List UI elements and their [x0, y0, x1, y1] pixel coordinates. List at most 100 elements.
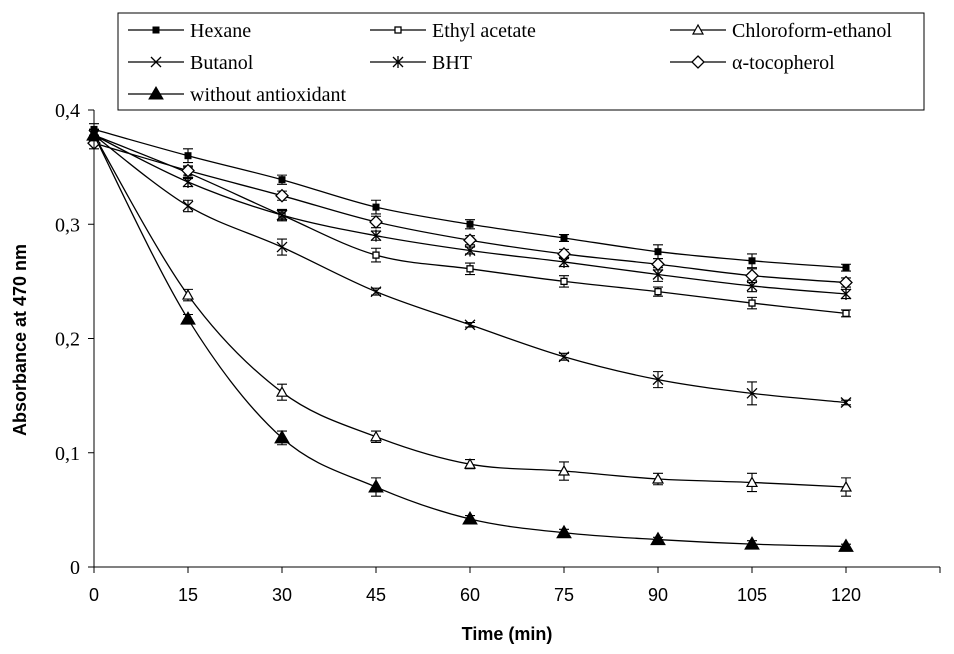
- legend-item-bht: BHT: [370, 52, 472, 74]
- legend-item-ethyl-acetate: Ethyl acetate: [370, 20, 536, 42]
- x-tick-label: 15: [178, 585, 198, 605]
- legend-item-hexane: Hexane: [128, 20, 251, 42]
- data-point: [560, 234, 568, 242]
- data-point: [182, 175, 194, 188]
- data-point: [560, 277, 568, 286]
- data-point: [745, 476, 759, 488]
- data-point: [746, 387, 758, 399]
- x-tick-label: 0: [89, 585, 99, 605]
- data-point: [842, 264, 850, 272]
- legend-item-without-antioxidant: without antioxidant: [128, 84, 347, 106]
- x-tick-label: 90: [648, 585, 668, 605]
- data-point: [654, 248, 662, 256]
- data-point: [466, 220, 474, 228]
- legend-label: BHT: [432, 52, 472, 74]
- data-point: [840, 397, 852, 408]
- y-tick-label: 0,3: [55, 214, 80, 236]
- data-point: [275, 385, 289, 397]
- data-point: [278, 176, 286, 184]
- legend-item-tocopherol: α-tocopherol: [670, 52, 835, 74]
- data-point: [274, 429, 290, 444]
- x-axis-title: Time (min): [462, 624, 553, 644]
- legend-marker: [392, 56, 404, 68]
- legend-marker: [691, 55, 705, 69]
- data-point: [557, 464, 571, 476]
- legend-item-butanol: Butanol: [128, 52, 254, 74]
- y-tick-label: 0,2: [55, 329, 80, 351]
- data-point: [276, 241, 288, 253]
- series-without-antioxidant: [86, 127, 854, 552]
- series-line-chloroform-ethanol: [93, 134, 847, 488]
- data-point: [462, 511, 478, 525]
- x-tick-label: 105: [737, 585, 767, 605]
- y-tick-label: 0,4: [55, 100, 80, 122]
- legend-label: Butanol: [190, 52, 254, 74]
- series-tocopherol: [87, 136, 853, 290]
- x-tick-label: 60: [460, 585, 480, 605]
- series-hexane: [89, 123, 851, 272]
- legend-frame: [117, 12, 925, 111]
- series-layer: [86, 123, 854, 552]
- legend-marker: [691, 23, 705, 35]
- data-point: [651, 257, 665, 272]
- legend-label: without antioxidant: [190, 84, 347, 106]
- data-point: [839, 480, 853, 492]
- legend-label: Hexane: [190, 20, 251, 42]
- x-tick-label: 45: [366, 585, 386, 605]
- data-point: [652, 374, 664, 386]
- series-line-without-antioxidant: [93, 134, 847, 548]
- legend-marker: [394, 26, 402, 34]
- data-point: [556, 524, 572, 539]
- legend-marker: [148, 86, 164, 100]
- x-tick-label: 75: [554, 585, 574, 605]
- data-point: [372, 203, 380, 211]
- series-chloroform-ethanol: [87, 128, 853, 497]
- data-point: [558, 351, 570, 363]
- legend-marker: [150, 56, 162, 68]
- data-point: [654, 288, 662, 296]
- data-point: [464, 319, 476, 331]
- data-point: [275, 188, 289, 203]
- data-point: [744, 536, 760, 550]
- data-point: [370, 286, 382, 298]
- data-point: [372, 251, 380, 259]
- data-point: [463, 457, 477, 469]
- data-point: [839, 275, 853, 290]
- x-tick-label: 120: [831, 585, 861, 605]
- data-point: [651, 472, 665, 484]
- data-point: [370, 229, 382, 242]
- data-point: [180, 311, 196, 325]
- data-point: [369, 430, 383, 442]
- x-tick-label: 30: [272, 585, 292, 605]
- data-point: [842, 309, 850, 318]
- data-point: [276, 209, 288, 222]
- series-line-tocopherol: [93, 142, 847, 284]
- data-point: [840, 287, 852, 300]
- y-tick-label: 0,1: [55, 443, 80, 465]
- data-point: [184, 152, 192, 160]
- data-point: [181, 163, 195, 178]
- data-point: [368, 479, 384, 493]
- data-point: [557, 247, 571, 261]
- series-line-ethyl-acetate: [93, 134, 847, 315]
- legend-label: Chloroform-ethanol: [732, 20, 892, 42]
- legend-label: α-tocopherol: [732, 52, 835, 74]
- y-tick-label: 0: [70, 557, 80, 579]
- data-point: [650, 531, 666, 546]
- y-axis-title: Absorbance at 470 nm: [10, 244, 30, 436]
- axes: 0 0,1 0,2 0,3 0,4 0 15 30 45 60 75 90 105 120: [55, 100, 941, 605]
- data-point: [463, 233, 477, 248]
- data-point: [182, 200, 194, 212]
- data-point: [838, 538, 854, 552]
- data-point: [748, 299, 756, 307]
- series-line-butanol: [93, 134, 847, 404]
- data-point: [369, 215, 383, 229]
- legend-marker: [152, 26, 160, 34]
- data-point: [748, 257, 756, 265]
- series-butanol: [88, 128, 852, 408]
- legend-label: Ethyl acetate: [432, 20, 536, 42]
- data-point: [181, 288, 195, 300]
- legend: Hexane Ethyl acetate Chloroform-ethanol But…: [117, 12, 925, 111]
- plot-area: [86, 123, 854, 552]
